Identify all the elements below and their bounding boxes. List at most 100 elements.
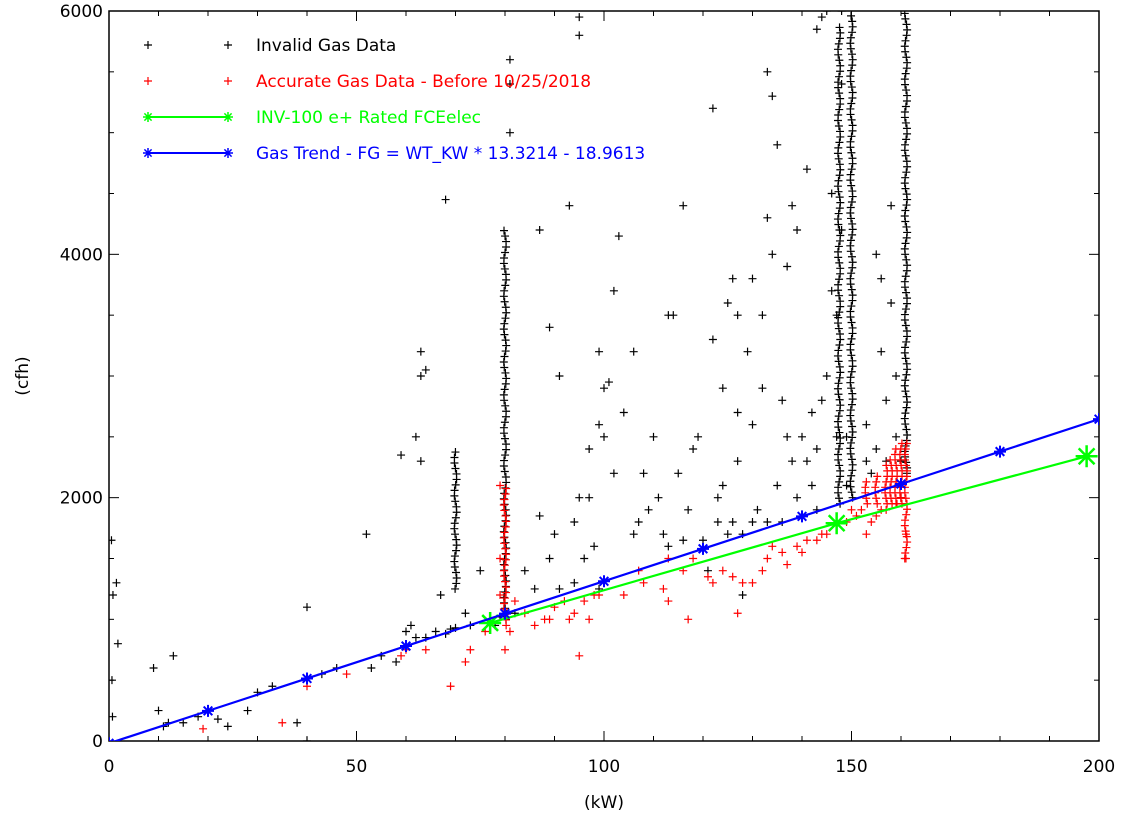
data-point xyxy=(848,219,857,228)
data-point xyxy=(500,456,509,465)
data-point xyxy=(877,347,886,356)
data-point xyxy=(450,453,459,462)
data-point xyxy=(452,568,461,577)
data-point xyxy=(807,408,816,417)
data-point xyxy=(846,236,855,245)
data-point xyxy=(500,330,509,339)
data-point xyxy=(342,670,351,679)
data-point xyxy=(901,272,910,281)
data-point xyxy=(450,552,459,561)
data-point xyxy=(708,578,717,587)
data-point xyxy=(500,253,509,262)
data-point xyxy=(903,25,912,34)
y-axis-title: (cfh) xyxy=(13,356,33,395)
data-point xyxy=(848,422,857,431)
data-point xyxy=(743,347,752,356)
data-point xyxy=(877,274,886,283)
data-point xyxy=(846,203,855,212)
data-point xyxy=(501,248,510,257)
data-point xyxy=(862,457,871,466)
data-point xyxy=(834,445,843,453)
data-point xyxy=(501,232,510,241)
x-tick-label: 50 xyxy=(346,757,368,777)
data-point xyxy=(778,396,787,405)
data-point xyxy=(901,184,910,193)
data-point xyxy=(783,432,792,441)
series-marker xyxy=(301,672,313,685)
data-point xyxy=(848,323,857,332)
data-point xyxy=(901,409,910,418)
data-point xyxy=(834,78,843,87)
data-point xyxy=(466,645,475,654)
data-point xyxy=(768,92,777,101)
data-point xyxy=(758,311,767,320)
data-point xyxy=(846,406,855,415)
data-point xyxy=(901,354,910,363)
data-point xyxy=(451,584,460,593)
data-point xyxy=(902,359,911,368)
data-point xyxy=(834,324,843,333)
y-tick-label: 2000 xyxy=(60,489,103,509)
data-point xyxy=(903,466,912,475)
series-line xyxy=(489,455,1087,625)
data-point xyxy=(848,356,857,365)
data-point xyxy=(837,11,846,15)
data-point xyxy=(644,505,653,514)
data-point xyxy=(901,118,910,127)
data-point xyxy=(502,517,511,526)
data-point xyxy=(901,173,910,182)
data-point xyxy=(903,91,912,100)
data-point xyxy=(833,417,842,426)
data-point xyxy=(847,351,856,360)
data-point xyxy=(834,121,843,130)
data-point xyxy=(835,56,844,65)
data-point xyxy=(847,334,856,343)
data-point xyxy=(708,104,717,113)
data-point xyxy=(901,516,910,525)
data-point xyxy=(902,124,911,133)
data-point xyxy=(402,627,410,636)
data-point xyxy=(570,518,579,526)
data-point xyxy=(788,201,797,210)
data-point xyxy=(501,270,510,279)
data-point xyxy=(846,241,855,250)
data-point xyxy=(679,536,688,545)
data-point xyxy=(502,237,511,246)
data-point xyxy=(502,407,511,416)
data-point xyxy=(900,450,909,459)
data-point xyxy=(802,536,811,545)
data-point xyxy=(609,469,618,478)
legend-label: Accurate Gas Data - Before 10/25/2018 xyxy=(256,72,591,92)
data-point xyxy=(872,250,881,259)
data-point xyxy=(450,519,459,528)
series-1 xyxy=(199,439,912,733)
data-point xyxy=(903,228,912,237)
data-point xyxy=(783,262,792,271)
data-point xyxy=(902,543,911,552)
data-point xyxy=(867,469,876,478)
data-point xyxy=(505,128,514,137)
data-point xyxy=(846,477,855,486)
series-marker xyxy=(796,510,808,523)
data-point xyxy=(109,536,116,545)
data-point xyxy=(530,621,539,630)
data-point xyxy=(505,627,514,636)
data-point xyxy=(505,80,514,88)
data-point xyxy=(835,258,844,267)
data-point xyxy=(835,340,844,349)
data-point xyxy=(901,554,910,563)
data-point xyxy=(499,566,508,575)
data-point xyxy=(664,597,673,606)
data-point xyxy=(452,573,461,582)
legend-label: Invalid Gas Data xyxy=(256,36,396,56)
data-point xyxy=(565,615,574,624)
data-point xyxy=(431,627,440,636)
data-point xyxy=(500,286,509,295)
data-point xyxy=(901,530,910,539)
data-point xyxy=(718,566,727,575)
data-point xyxy=(793,542,802,551)
y-tick-label: 6000 xyxy=(60,2,103,22)
data-point xyxy=(848,121,857,130)
data-point xyxy=(728,572,737,581)
data-point xyxy=(501,314,510,323)
